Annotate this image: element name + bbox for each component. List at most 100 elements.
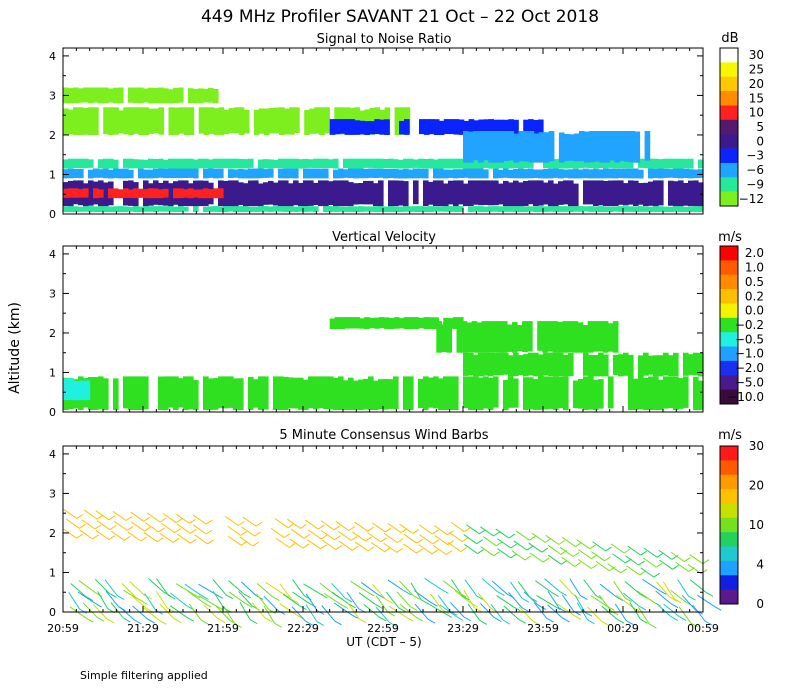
heatmap-cell [488,131,494,163]
wind-barb [529,552,550,563]
wind-barb [569,578,588,601]
wind-barb [625,555,645,566]
wind-barb [383,532,404,543]
wind-barb [305,604,324,626]
heatmap-cell [93,206,99,212]
panel-title-vv: Vertical Velocity [332,230,436,245]
colorbar-label: 25 [749,63,764,77]
heatmap-cell [103,168,109,179]
heatmap-cell [517,325,523,351]
heatmap-cell [483,169,489,179]
heatmap-cell [98,206,104,212]
heatmap-cell [88,206,94,212]
heatmap-cell [553,168,559,178]
heatmap-cell [183,189,189,198]
heatmap-cell [584,131,590,163]
heatmap-cell [618,206,624,212]
heatmap-cell [603,158,609,169]
heatmap-cell [228,180,234,207]
wind-barb [399,580,421,600]
heatmap-cell [158,189,164,199]
wind-barb [322,539,342,551]
heatmap-cell [503,131,509,162]
wind-barb [419,534,439,545]
heatmap-cell [158,206,164,212]
heatmap-cell [613,180,619,207]
wind-barb [387,579,412,596]
heatmap-cell [448,318,454,329]
wind-barb [607,563,627,574]
heatmap-cell [88,377,94,410]
heatmap-cell [118,206,124,212]
heatmap-cell [466,322,473,353]
heatmap-cell [233,180,239,207]
heatmap-cell [393,376,399,410]
heatmap-cell [253,206,259,212]
colorbar-swatch [720,317,738,333]
heatmap-cell [523,354,529,377]
heatmap-cell [73,188,79,198]
heatmap-cell [608,206,614,213]
wind-barb [418,544,439,555]
heatmap-cell [133,206,139,212]
heatmap-cell [668,169,674,178]
heatmap-cell [583,180,589,205]
heatmap-cell [563,158,569,169]
heatmap-cell [673,352,679,377]
wind-barb [68,592,87,614]
heatmap-cell [128,189,134,198]
heatmap-cell [563,354,569,377]
heatmap-cell [463,120,470,135]
wind-barb [194,534,214,545]
wind-barb [307,529,328,540]
heatmap-cell [143,107,149,135]
heatmap-cell [408,376,414,410]
heatmap-cell [603,168,609,179]
wind-barb [697,594,722,611]
wind-barb [449,602,472,622]
heatmap-cell [568,352,574,377]
heatmap-cell [248,168,254,179]
colorbar-swatch [720,246,738,261]
y-tick-label: 4 [49,448,56,461]
heatmap-cell [493,180,499,206]
wind-barb [513,540,534,551]
heatmap-cell [573,183,579,207]
heatmap-cell [528,168,534,179]
heatmap-cell [73,107,79,135]
heatmap-cell [383,206,389,212]
heatmap-cell [438,120,445,135]
heatmap-cell [578,379,584,409]
heatmap-cell [658,180,664,206]
colorbar-unit-wind: m/s [718,428,742,443]
heatmap-cell [223,376,229,409]
wind-barb [270,527,291,538]
wind-barb [224,515,245,526]
heatmap-cell [523,159,529,169]
heatmap-cell [138,188,144,198]
heatmap-cell [73,158,79,168]
heatmap-cell [178,188,184,199]
heatmap-cell [78,158,84,169]
heatmap-cell [443,183,449,207]
heatmap-cell [518,355,524,376]
heatmap-cell [168,107,175,135]
heatmap-cell [98,376,104,410]
heatmap-cell [203,168,209,179]
wind-barb [518,606,541,626]
heatmap-cell [498,131,504,163]
heatmap-cell [123,107,129,135]
heatmap-cell [173,88,179,104]
heatmap-cell [178,158,184,169]
heatmap-cell [533,180,539,207]
heatmap-cell [324,107,330,134]
heatmap-cell [388,158,394,169]
heatmap-cell [493,352,499,375]
heatmap-cell [663,206,669,212]
heatmap-cell [542,321,548,353]
wind-barb [361,582,385,599]
heatmap-cell [248,206,254,212]
heatmap-cell [528,352,534,376]
y-tick-label: 3 [49,89,56,102]
heatmap-cell [218,376,224,408]
